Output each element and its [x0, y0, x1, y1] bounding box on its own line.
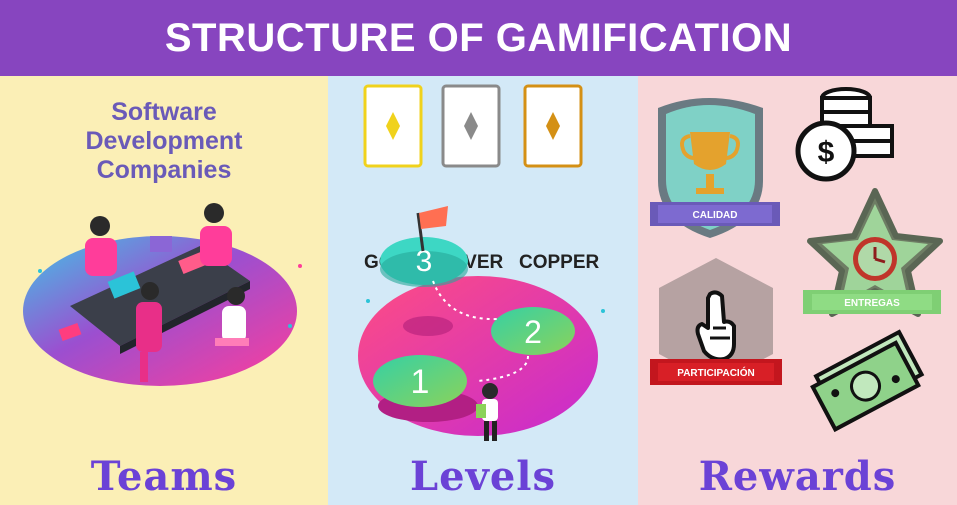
level-cards — [363, 84, 583, 168]
entregas-text: ENTREGAS — [844, 298, 900, 309]
coins-icon: $ — [795, 87, 894, 182]
step-2-text: 2 — [524, 314, 542, 350]
step-1-text: 1 — [411, 363, 430, 401]
participacion-text: PARTICIPACIÓN — [677, 366, 754, 379]
subtitle-line-3: Companies — [96, 156, 232, 184]
header-banner: STRUCTURE OF GAMIFICATION — [0, 0, 957, 76]
teams-panel: Software Development Companies — [0, 76, 328, 505]
gold-card — [363, 84, 423, 168]
levels-panel: GOLD SILVER COPPER 1 2 3 — [328, 76, 638, 505]
subtitle-line-2: Development — [85, 127, 243, 155]
teams-subtitle: Software Development Companies — [0, 98, 328, 185]
calidad-badge: CALIDAD — [650, 98, 780, 238]
rewards-panel: CALIDAD $ ENTREGAS — [638, 76, 957, 505]
entregas-badge: ENTREGAS — [803, 188, 943, 317]
teams-label: Teams — [90, 453, 238, 500]
hand-icon — [695, 290, 736, 362]
rewards-label: Rewards — [698, 453, 897, 500]
money-icon — [810, 329, 925, 433]
rewards-illustration: CALIDAD $ ENTREGAS — [650, 87, 943, 433]
calidad-text: CALIDAD — [693, 210, 738, 221]
copper-card — [523, 84, 583, 168]
flag-icon — [416, 206, 448, 252]
participacion-badge: PARTICIPACIÓN — [650, 258, 782, 385]
levels-illustration: 1 2 3 — [358, 206, 605, 441]
levels-label: Levels — [410, 453, 556, 500]
copper-label: COPPER — [519, 252, 600, 273]
climber-figure — [476, 383, 498, 441]
subtitle-line-1: Software — [111, 98, 217, 126]
step-3-text: 3 — [416, 245, 433, 278]
team-illustration — [23, 203, 302, 386]
page-title: STRUCTURE OF GAMIFICATION — [164, 16, 793, 60]
clock-icon — [853, 237, 897, 281]
trophy-icon — [680, 132, 740, 194]
svg-text:$: $ — [818, 136, 835, 169]
silver-card — [441, 84, 501, 168]
